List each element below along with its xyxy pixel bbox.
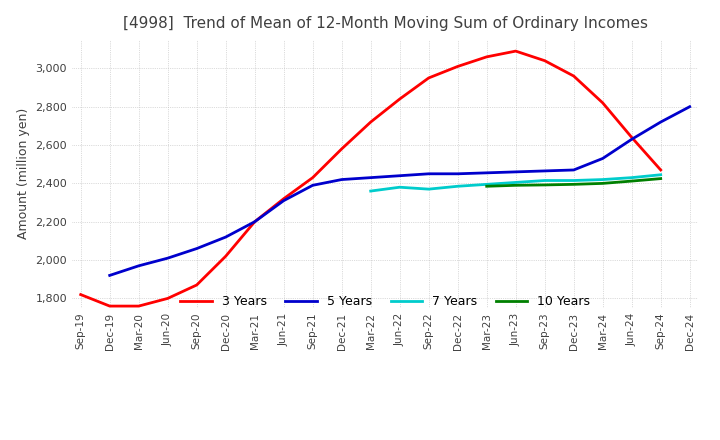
5 Years [308,183,317,188]
7 Years [511,180,520,185]
Title: [4998]  Trend of Mean of 12-Month Moving Sum of Ordinary Incomes: [4998] Trend of Mean of 12-Month Moving … [122,16,648,32]
3 Years [454,64,462,69]
3 Years [424,75,433,81]
3 Years [308,175,317,180]
7 Years [657,172,665,177]
7 Years [424,187,433,192]
3 Years [135,304,143,309]
3 Years [279,196,288,202]
5 Years [570,167,578,172]
5 Years [685,104,694,109]
5 Years [627,137,636,142]
7 Years [482,182,491,187]
Legend: 3 Years, 5 Years, 7 Years, 10 Years: 3 Years, 5 Years, 7 Years, 10 Years [176,290,595,313]
5 Years [598,156,607,161]
5 Years [395,173,404,178]
7 Years [541,178,549,183]
Line: 3 Years: 3 Years [81,51,661,306]
Line: 5 Years: 5 Years [109,106,690,275]
3 Years [482,54,491,59]
3 Years [251,219,259,224]
3 Years [338,146,346,151]
7 Years [627,175,636,180]
5 Years [511,169,520,175]
10 Years [511,183,520,188]
3 Years [192,282,201,288]
7 Years [598,177,607,182]
5 Years [105,273,114,278]
3 Years [598,100,607,106]
3 Years [366,119,375,125]
7 Years [366,188,375,194]
5 Years [279,198,288,203]
10 Years [482,183,491,189]
10 Years [627,179,636,184]
7 Years [454,183,462,189]
3 Years [221,253,230,259]
3 Years [627,135,636,140]
7 Years [395,185,404,190]
10 Years [657,176,665,181]
3 Years [76,292,85,297]
5 Years [366,175,375,180]
10 Years [598,181,607,186]
3 Years [541,58,549,63]
3 Years [395,96,404,102]
5 Years [657,119,665,125]
10 Years [541,182,549,187]
3 Years [105,304,114,309]
10 Years [570,182,578,187]
5 Years [482,170,491,176]
5 Years [192,246,201,251]
3 Years [570,73,578,79]
3 Years [657,167,665,172]
7 Years [570,178,578,183]
Line: 7 Years: 7 Years [371,175,661,191]
5 Years [338,177,346,182]
Line: 10 Years: 10 Years [487,179,661,186]
5 Years [251,219,259,224]
3 Years [163,296,172,301]
5 Years [163,256,172,261]
5 Years [221,235,230,240]
5 Years [454,171,462,176]
5 Years [541,168,549,173]
5 Years [424,171,433,176]
Y-axis label: Amount (million yen): Amount (million yen) [17,108,30,239]
5 Years [135,263,143,268]
3 Years [511,48,520,54]
